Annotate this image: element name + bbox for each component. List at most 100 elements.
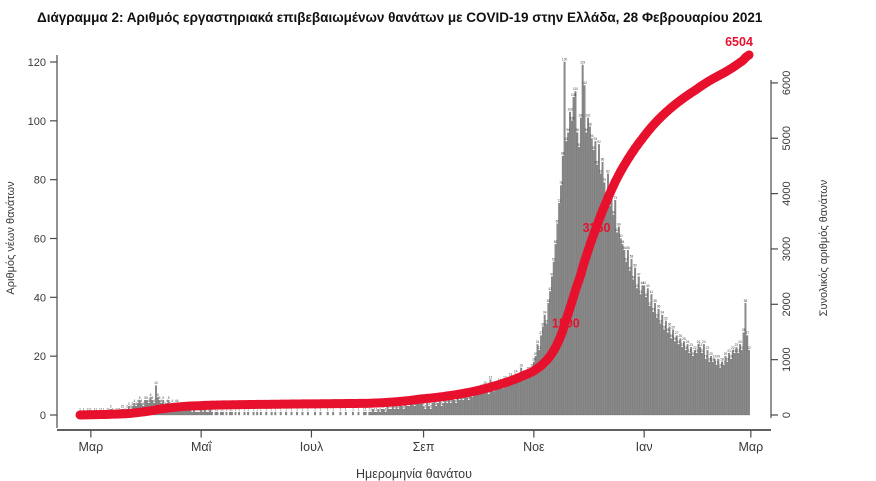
bar (730, 358, 732, 416)
bar (545, 323, 548, 416)
bar (513, 382, 515, 416)
bar-value-label: 96 (585, 128, 589, 132)
bar-value-label: 19 (704, 355, 708, 359)
y-left-tick-label: 40 (34, 292, 46, 304)
bar (735, 347, 738, 416)
bar-value-label: 93 (565, 137, 569, 141)
x-tick-label: Μαρ (78, 440, 103, 454)
bar-value-label: 1 (83, 408, 85, 412)
bar (447, 400, 450, 416)
bar (621, 244, 624, 416)
bar (565, 141, 568, 416)
bar (279, 411, 282, 416)
bar (748, 350, 750, 416)
bar-value-label: 38 (547, 299, 551, 303)
bar (362, 411, 365, 416)
bar (496, 388, 499, 416)
bar-value-label: 94 (590, 134, 594, 138)
bar-value-label: 3 (435, 402, 437, 406)
bar-value-label: 43 (635, 284, 639, 288)
bar-value-label: 23 (680, 343, 684, 347)
bar-value-label: 1 (368, 408, 370, 412)
cumulative-line (75, 50, 754, 420)
x-axis: Μαρ Μαΐ Ιουλ Σεπ Νοε Ιαν Μαρ Ημερομηνία θανάτου (57, 429, 771, 481)
bar-value-label: 23 (735, 343, 739, 347)
bar (563, 61, 566, 416)
y-left-tick-label: 80 (34, 175, 46, 187)
bar (558, 203, 561, 416)
bar-value-label: 101 (585, 113, 591, 117)
bar-value-label: 44 (642, 281, 646, 285)
bar-value-label: 1 (231, 408, 233, 412)
bar-value-label: 1 (94, 408, 96, 412)
bar-value-label: 1 (106, 408, 108, 412)
annotation-6504: 6504 (725, 35, 753, 49)
bar (301, 411, 304, 416)
bar-value-label: 20 (534, 352, 538, 356)
bar (731, 350, 734, 416)
bar (596, 164, 599, 416)
bar (538, 350, 541, 416)
bar (655, 317, 658, 416)
bar-value-label: 2 (121, 405, 123, 409)
bar-value-label: 3 (135, 402, 137, 406)
bar-value-label: 49 (628, 266, 632, 270)
bar (384, 411, 387, 416)
bar (502, 388, 505, 416)
bar (534, 356, 537, 416)
bar-value-label: 41 (639, 290, 643, 294)
bar (740, 350, 743, 416)
bar (238, 411, 241, 416)
bar (339, 411, 342, 416)
bar (216, 411, 219, 416)
bar-value-label: 1 (376, 408, 378, 412)
bar-value-label: 1 (370, 408, 372, 412)
chart-title: Διάγραμμα 2: Αριθμός εργαστηριακά επιβεβ… (37, 10, 763, 25)
bar (614, 200, 617, 416)
bar (373, 411, 376, 416)
bar (650, 294, 653, 416)
bar (446, 403, 448, 416)
bar-value-label: 52 (552, 258, 556, 262)
bar (625, 261, 628, 416)
bar (552, 261, 555, 416)
bar (230, 411, 233, 416)
bar (628, 270, 631, 416)
bar (643, 285, 646, 416)
bar (487, 394, 490, 416)
bar (202, 411, 204, 416)
bar (379, 411, 382, 416)
bar-value-label: 1 (244, 408, 246, 412)
bar (683, 341, 685, 416)
bar (592, 150, 595, 416)
bar (567, 132, 570, 416)
bar-value-label: 4 (175, 399, 177, 403)
bars-group (79, 61, 750, 416)
bar-value-label: 24 (697, 340, 701, 344)
bar-value-label: 88 (561, 152, 565, 156)
bar (243, 411, 246, 416)
bar (422, 406, 425, 416)
bar (697, 344, 700, 416)
bar-value-label: 1 (307, 408, 309, 412)
bar-value-label: 1 (101, 408, 103, 412)
bar-value-label: 90 (592, 146, 596, 150)
bar-value-label: 19 (729, 355, 733, 359)
bar (449, 403, 452, 416)
bar-value-label: 1 (320, 408, 322, 412)
bar-value-label: 20 (691, 352, 695, 356)
bar-value-label: 6 (157, 393, 159, 397)
bar-value-label: 26 (679, 334, 683, 338)
bar-value-label: 37 (648, 302, 652, 306)
bar-value-label: 19 (713, 355, 717, 359)
bar (372, 408, 374, 416)
bar (314, 411, 317, 416)
bar (220, 411, 222, 416)
bar-value-label: 25 (682, 337, 686, 341)
bar (194, 411, 197, 416)
bar-value-label: 50 (633, 264, 637, 268)
bar-value-label: 1 (217, 408, 219, 412)
bar (608, 205, 611, 416)
bar (211, 411, 213, 416)
